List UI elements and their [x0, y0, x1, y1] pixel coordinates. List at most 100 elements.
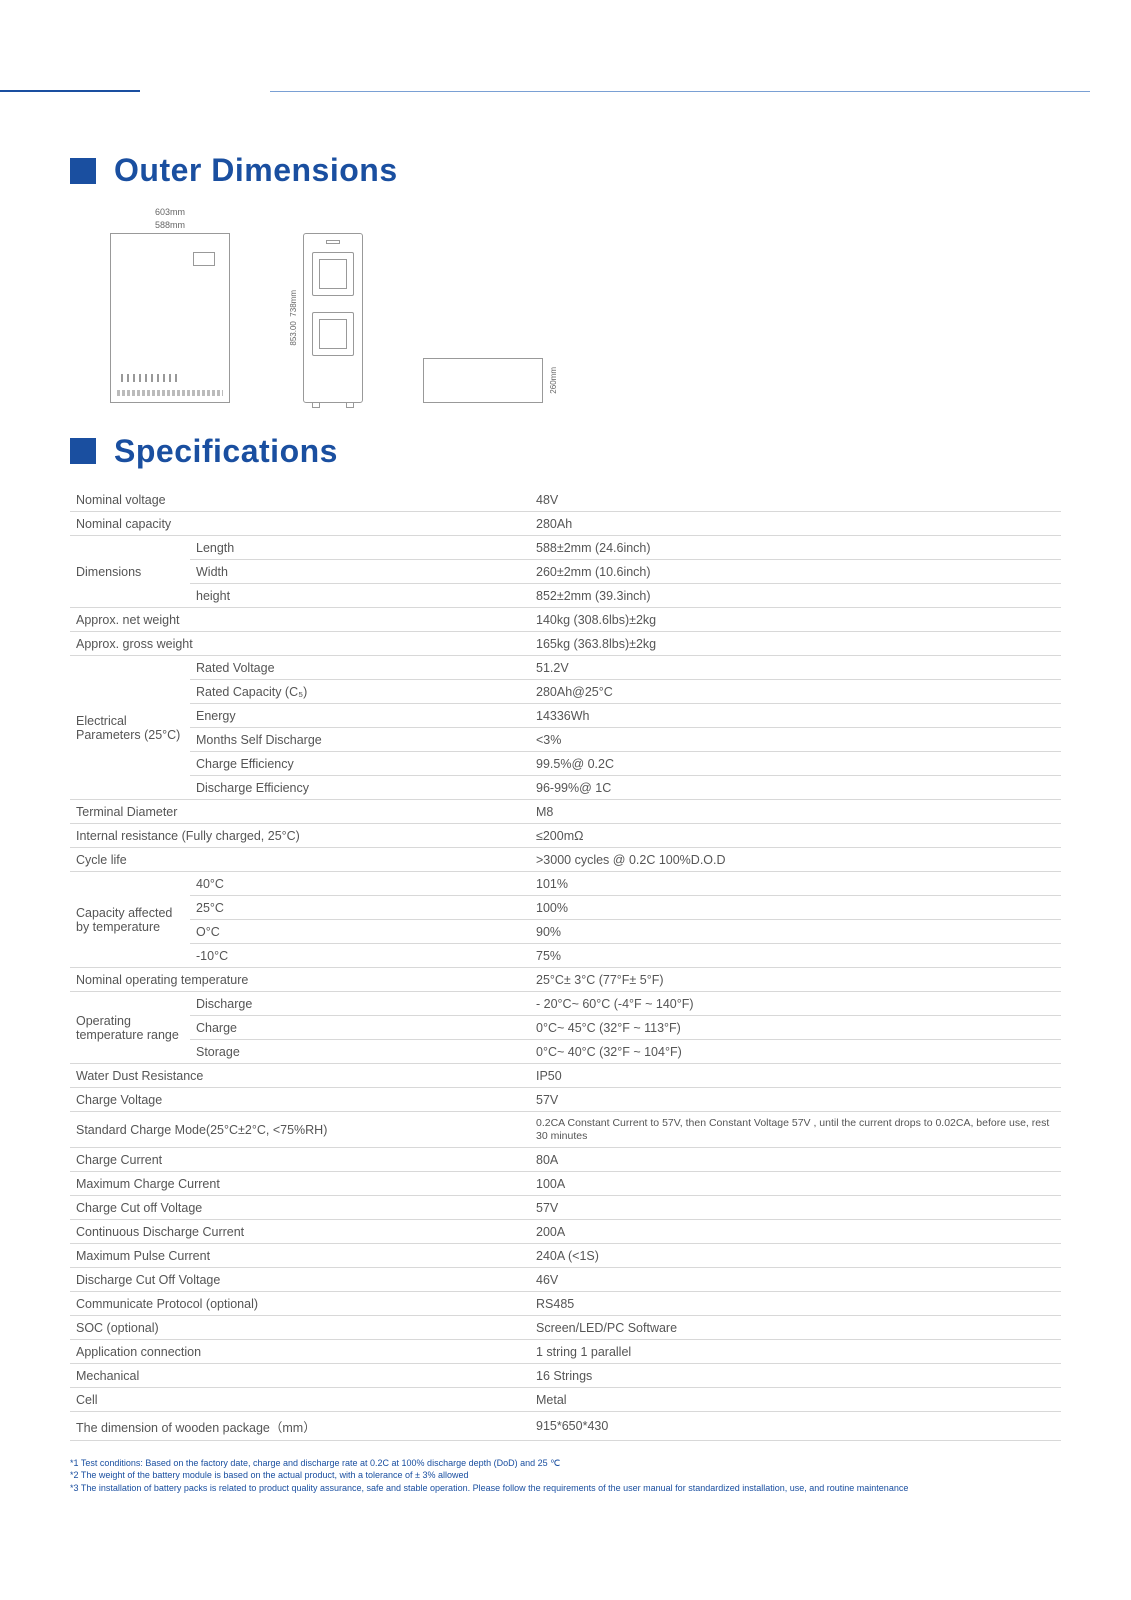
spec-sublabel: 40°C	[190, 871, 530, 895]
spec-sublabel: Rated Voltage	[190, 655, 530, 679]
table-row: Nominal operating temperature25°C± 3°C (…	[70, 967, 1061, 991]
diagram-front: 603mm 588mm	[110, 207, 230, 403]
spec-value: 915*650*430	[530, 1411, 1061, 1440]
spec-sublabel: Width	[190, 559, 530, 583]
spec-value: Metal	[530, 1387, 1061, 1411]
spec-value: 48V	[530, 488, 1061, 512]
table-row: SOC (optional)Screen/LED/PC Software	[70, 1315, 1061, 1339]
front-screen	[193, 252, 215, 266]
spec-value: 100A	[530, 1171, 1061, 1195]
spec-sublabel: O°C	[190, 919, 530, 943]
table-row: Maximum Charge Current100A	[70, 1171, 1061, 1195]
table-row: Charge Voltage57V	[70, 1087, 1061, 1111]
spec-label: Approx. gross weight	[70, 631, 530, 655]
spec-label: Discharge Cut Off Voltage	[70, 1267, 530, 1291]
spec-value: 25°C± 3°C (77°F± 5°F)	[530, 967, 1061, 991]
table-row: Communicate Protocol (optional)RS485	[70, 1291, 1061, 1315]
table-row: The dimension of wooden package（mm）915*6…	[70, 1411, 1061, 1440]
spec-label: Nominal operating temperature	[70, 967, 530, 991]
spec-sublabel: Storage	[190, 1039, 530, 1063]
spec-value: 852±2mm (39.3inch)	[530, 583, 1061, 607]
table-row: Maximum Pulse Current240A (<1S)	[70, 1243, 1061, 1267]
table-row: Standard Charge Mode(25°C±2°C, <75%RH)0.…	[70, 1111, 1061, 1147]
footnotes: *1 Test conditions: Based on the factory…	[70, 1457, 1061, 1495]
side-slot	[326, 240, 340, 244]
table-row: Energy14336Wh	[70, 703, 1061, 727]
table-row: Water Dust ResistanceIP50	[70, 1063, 1061, 1087]
table-row: O°C90%	[70, 919, 1061, 943]
spec-label: Charge Current	[70, 1147, 530, 1171]
spec-value: 588±2mm (24.6inch)	[530, 535, 1061, 559]
outer-dimensions-heading: Outer Dimensions	[114, 152, 398, 189]
spec-label: Mechanical	[70, 1363, 530, 1387]
spec-sublabel: Charge Efficiency	[190, 751, 530, 775]
spec-value: 46V	[530, 1267, 1061, 1291]
table-row: Operating temperature rangeDischarge- 20…	[70, 991, 1061, 1015]
spec-label: Continuous Discharge Current	[70, 1219, 530, 1243]
front-ports	[121, 374, 181, 382]
spec-sublabel: -10°C	[190, 943, 530, 967]
spec-label: Charge Cut off Voltage	[70, 1195, 530, 1219]
diagram-side: 853.00 738mm	[290, 233, 363, 403]
table-row: Discharge Efficiency96-99%@ 1C	[70, 775, 1061, 799]
table-row: Storage0°C~ 40°C (32°F ~ 104°F)	[70, 1039, 1061, 1063]
table-row: Width260±2mm (10.6inch)	[70, 559, 1061, 583]
spec-group-label: Dimensions	[70, 535, 190, 607]
table-row: Approx. net weight140kg (308.6lbs)±2kg	[70, 607, 1061, 631]
spec-sublabel: Energy	[190, 703, 530, 727]
spec-sublabel: Months Self Discharge	[190, 727, 530, 751]
top-depth-label: 260mm	[549, 367, 558, 394]
spec-label: Nominal capacity	[70, 511, 530, 535]
spec-label: Application connection	[70, 1339, 530, 1363]
spec-value: 14336Wh	[530, 703, 1061, 727]
spec-sublabel: Discharge Efficiency	[190, 775, 530, 799]
spec-value: <3%	[530, 727, 1061, 751]
spec-value: >3000 cycles @ 0.2C 100%D.O.D	[530, 847, 1061, 871]
spec-value: 101%	[530, 871, 1061, 895]
spec-group-label: Electrical Parameters (25°C)	[70, 655, 190, 799]
table-row: 25°C100%	[70, 895, 1061, 919]
spec-label: Water Dust Resistance	[70, 1063, 530, 1087]
spec-sublabel: Charge	[190, 1015, 530, 1039]
spec-table: Nominal voltage48VNominal capacity280AhD…	[70, 488, 1061, 1441]
spec-value: Screen/LED/PC Software	[530, 1315, 1061, 1339]
table-row: Approx. gross weight165kg (363.8lbs)±2kg	[70, 631, 1061, 655]
spec-value: RS485	[530, 1291, 1061, 1315]
table-row: -10°C75%	[70, 943, 1061, 967]
spec-sublabel: Length	[190, 535, 530, 559]
spec-sublabel: 25°C	[190, 895, 530, 919]
table-row: Terminal DiameterM8	[70, 799, 1061, 823]
spec-label: SOC (optional)	[70, 1315, 530, 1339]
spec-sublabel: Discharge	[190, 991, 530, 1015]
spec-value: 57V	[530, 1087, 1061, 1111]
table-row: Charge Current80A	[70, 1147, 1061, 1171]
spec-value: 240A (<1S)	[530, 1243, 1061, 1267]
spec-label: Approx. net weight	[70, 607, 530, 631]
spec-value: 90%	[530, 919, 1061, 943]
spec-label: Charge Voltage	[70, 1087, 530, 1111]
footnote-3: *3 The installation of battery packs is …	[70, 1482, 1061, 1495]
table-row: Continuous Discharge Current200A	[70, 1219, 1061, 1243]
table-row: Application connection1 string 1 paralle…	[70, 1339, 1061, 1363]
page-content: Outer Dimensions 603mm 588mm 853.00 738m…	[0, 92, 1131, 1555]
diagrams-row: 603mm 588mm 853.00 738mm 260mm	[110, 207, 1061, 403]
table-row: Nominal capacity280Ah	[70, 511, 1061, 535]
footnote-1: *1 Test conditions: Based on the factory…	[70, 1457, 1061, 1470]
spec-label: Maximum Charge Current	[70, 1171, 530, 1195]
front-base	[117, 390, 223, 396]
spec-value: 75%	[530, 943, 1061, 967]
spec-value: 165kg (363.8lbs)±2kg	[530, 631, 1061, 655]
table-row: Charge Efficiency99.5%@ 0.2C	[70, 751, 1061, 775]
table-row: Charge0°C~ 45°C (32°F ~ 113°F)	[70, 1015, 1061, 1039]
spec-value: 16 Strings	[530, 1363, 1061, 1387]
spec-label: Maximum Pulse Current	[70, 1243, 530, 1267]
table-row: Internal resistance (Fully charged, 25°C…	[70, 823, 1061, 847]
section-title-outer-dimensions: Outer Dimensions	[70, 152, 1061, 189]
spec-value: 260±2mm (10.6inch)	[530, 559, 1061, 583]
spec-label: Communicate Protocol (optional)	[70, 1291, 530, 1315]
spec-group-label: Operating temperature range	[70, 991, 190, 1063]
table-row: Mechanical16 Strings	[70, 1363, 1061, 1387]
side-view-box	[303, 233, 363, 403]
spec-value: 96-99%@ 1C	[530, 775, 1061, 799]
spec-value: - 20°C~ 60°C (-4°F ~ 140°F)	[530, 991, 1061, 1015]
